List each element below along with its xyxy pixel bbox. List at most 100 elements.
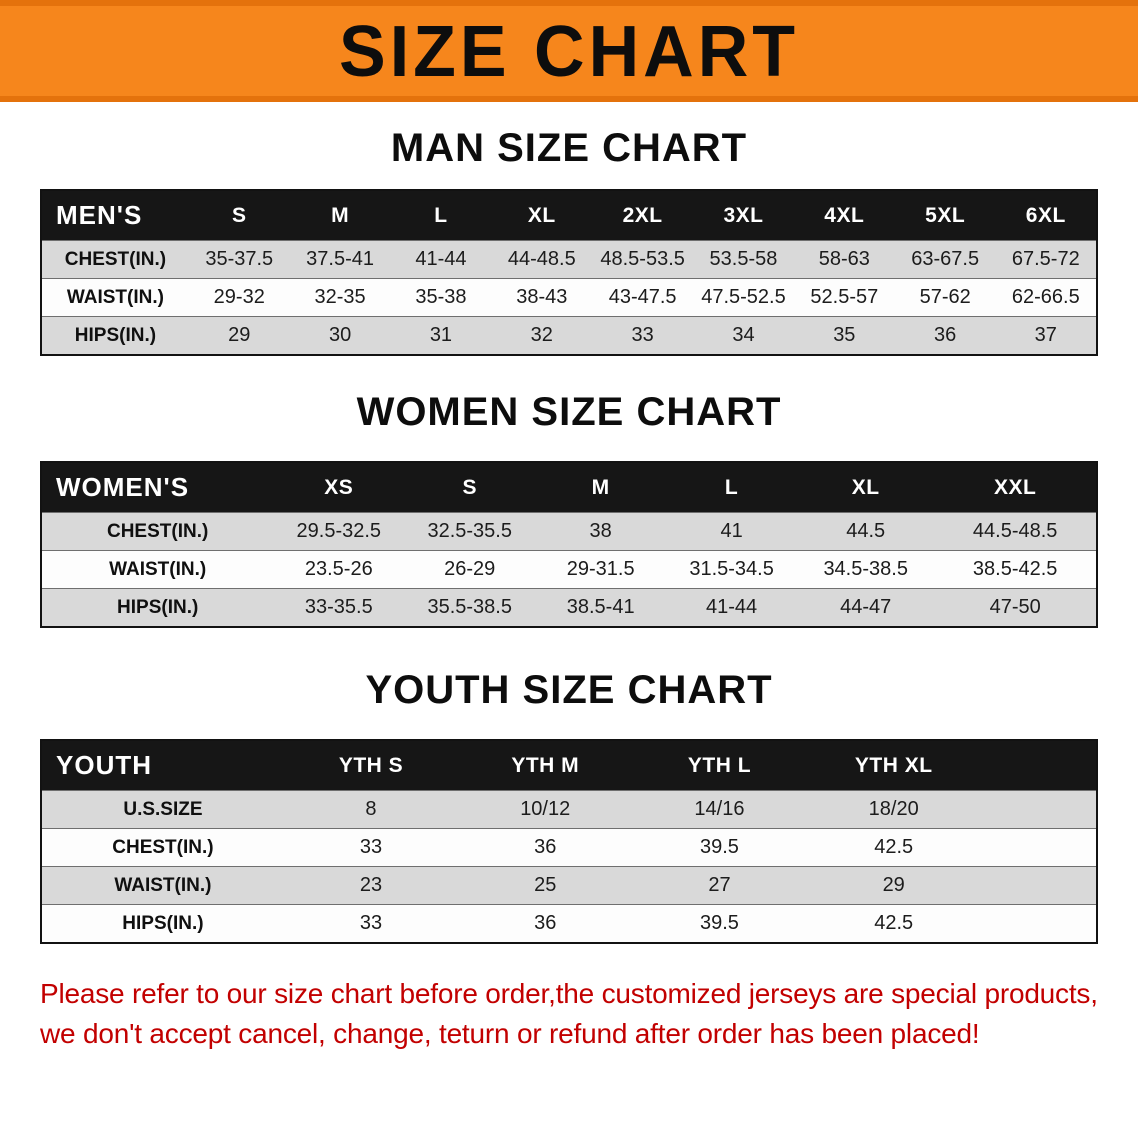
women-size-section: WOMEN SIZE CHART WOMEN'S XS S M L XL XXL CHEST(… [0, 356, 1138, 628]
footer-line-1: Please refer to our size chart before or… [40, 978, 1098, 1009]
column-header-cell: YTH S [283, 740, 459, 791]
row-label-cell: WAIST(IN.) [41, 866, 284, 905]
column-header-cell: YTH XL [806, 740, 981, 791]
table-title-cell: YOUTH [41, 740, 284, 791]
row-label-cell: CHEST(IN.) [41, 240, 189, 279]
table-row: U.S.SIZE 8 10/12 14/16 18/20 [41, 790, 1097, 829]
value-cell: 33-35.5 [273, 588, 405, 627]
column-header-cell: XL [797, 462, 935, 513]
table-title-cell: MEN'S [41, 190, 189, 241]
value-cell: 52.5-57 [793, 278, 895, 317]
column-header-cell: YTH L [632, 740, 807, 791]
value-cell: 29 [188, 316, 290, 355]
column-header-cell: L [666, 462, 798, 513]
size-table: WOMEN'S XS S M L XL XXL CHEST(IN.) 29.5-32.5 32.5… [40, 461, 1098, 628]
youth-section-heading: YOUTH SIZE CHART [365, 668, 773, 712]
value-cell: 29 [806, 866, 981, 905]
value-cell: 18/20 [806, 790, 981, 829]
column-header-cell: XS [273, 462, 405, 513]
value-cell: 33 [283, 828, 459, 867]
column-header-cell: 6XL [995, 190, 1097, 241]
value-cell: 8 [283, 790, 459, 829]
value-cell: 34 [693, 316, 794, 355]
column-header-cell: 2XL [592, 190, 694, 241]
value-cell: 39.5 [632, 904, 807, 943]
value-cell: 44.5-48.5 [934, 512, 1097, 551]
row-label-cell: CHEST(IN.) [41, 512, 274, 551]
column-header-cell: XL [491, 190, 593, 241]
table-header-row: YOUTH YTH S YTH M YTH L YTH XL [41, 740, 1097, 791]
table-header-row: MEN'S S M L XL 2XL 3XL 4XL 5XL 6XL [41, 190, 1097, 241]
value-cell: 33 [283, 904, 459, 943]
filler-cell [980, 866, 1097, 905]
value-cell: 36 [458, 828, 633, 867]
value-cell: 67.5-72 [995, 240, 1097, 279]
column-header-cell: M [535, 462, 667, 513]
value-cell: 42.5 [806, 904, 981, 943]
value-cell: 32 [491, 316, 593, 355]
footer-note: Please refer to our size chart before or… [40, 974, 1098, 1054]
value-cell: 25 [458, 866, 633, 905]
value-cell: 63-67.5 [894, 240, 996, 279]
value-cell: 35-37.5 [188, 240, 290, 279]
column-header-cell: M [289, 190, 391, 241]
table-row: CHEST(IN.) 35-37.5 37.5-41 41-44 44-48.5 48.5… [41, 240, 1097, 279]
column-header-cell: XXL [934, 462, 1097, 513]
value-cell: 33 [592, 316, 694, 355]
value-cell: 44-48.5 [491, 240, 593, 279]
value-cell: 37 [995, 316, 1097, 355]
table-row: WAIST(IN.) 29-32 32-35 35-38 38-43 43-47.5 47.… [41, 278, 1097, 317]
value-cell: 57-62 [894, 278, 996, 317]
table-row: WAIST(IN.) 23 25 27 29 [41, 866, 1097, 905]
table-row: HIPS(IN.) 33-35.5 35.5-38.5 38.5-41 41-44 44-… [41, 588, 1097, 627]
table-row: WAIST(IN.) 23.5-26 26-29 29-31.5 31.5-34.5 34… [41, 550, 1097, 589]
value-cell: 58-63 [793, 240, 895, 279]
size-table: YOUTH YTH S YTH M YTH L YTH XL U.S.SIZE 8 10/12… [40, 739, 1098, 944]
value-cell: 32-35 [289, 278, 391, 317]
row-label-cell: HIPS(IN.) [41, 316, 189, 355]
value-cell: 47.5-52.5 [693, 278, 794, 317]
banner: SIZE CHART [0, 0, 1138, 102]
page-title: SIZE CHART [339, 10, 799, 92]
women-section-heading: WOMEN SIZE CHART [356, 390, 782, 434]
table-header-row: WOMEN'S XS S M L XL XXL [41, 462, 1097, 513]
column-header-cell: 4XL [793, 190, 895, 241]
value-cell: 29.5-32.5 [273, 512, 405, 551]
column-header-cell: S [404, 462, 536, 513]
table-row: CHEST(IN.) 29.5-32.5 32.5-35.5 38 41 44.5 44.5… [41, 512, 1097, 551]
value-cell: 43-47.5 [592, 278, 694, 317]
column-header-cell: 5XL [894, 190, 996, 241]
value-cell: 29-32 [188, 278, 290, 317]
value-cell: 39.5 [632, 828, 807, 867]
value-cell: 53.5-58 [693, 240, 794, 279]
value-cell: 27 [632, 866, 807, 905]
table-row: HIPS(IN.) 33 36 39.5 42.5 [41, 904, 1097, 943]
filler-cell [980, 904, 1097, 943]
filler-cell [980, 790, 1097, 829]
table-row: CHEST(IN.) 33 36 39.5 42.5 [41, 828, 1097, 867]
value-cell: 10/12 [458, 790, 633, 829]
value-cell: 31.5-34.5 [666, 550, 798, 589]
value-cell: 14/16 [632, 790, 807, 829]
filler-cell [980, 740, 1097, 791]
youth-size-table: YOUTH YTH S YTH M YTH L YTH XL U.S.SIZE 8 10/12… [40, 739, 1098, 944]
value-cell: 37.5-41 [289, 240, 391, 279]
value-cell: 34.5-38.5 [797, 550, 935, 589]
row-label-cell: WAIST(IN.) [41, 550, 274, 589]
value-cell: 38.5-42.5 [934, 550, 1097, 589]
size-table: MEN'S S M L XL 2XL 3XL 4XL 5XL 6XL CHEST(IN.) 35-37… [40, 189, 1098, 356]
value-cell: 23.5-26 [273, 550, 405, 589]
value-cell: 62-66.5 [995, 278, 1097, 317]
value-cell: 38.5-41 [535, 588, 667, 627]
row-label-cell: HIPS(IN.) [41, 904, 284, 943]
column-header-cell: S [188, 190, 290, 241]
men-section-heading: MAN SIZE CHART [390, 126, 748, 170]
value-cell: 35-38 [390, 278, 492, 317]
men-size-section: MAN SIZE CHART MEN'S S M L XL 2XL 3XL 4XL 5XL 6XL… [0, 102, 1138, 356]
value-cell: 26-29 [404, 550, 536, 589]
column-header-cell: L [390, 190, 492, 241]
value-cell: 47-50 [934, 588, 1097, 627]
value-cell: 32.5-35.5 [404, 512, 536, 551]
value-cell: 42.5 [806, 828, 981, 867]
